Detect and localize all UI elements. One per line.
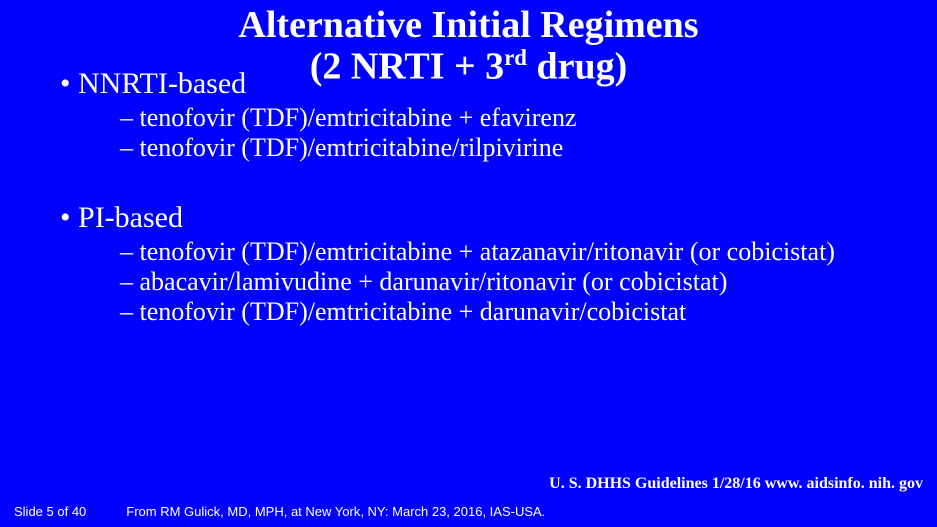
- footer: Slide 5 of 40 From RM Gulick, MD, MPH, a…: [0, 504, 937, 519]
- citation: From RM Gulick, MD, MPH, at New York, NY…: [126, 504, 545, 519]
- list-item: tenofovir (TDF)/emtricitabine + efaviren…: [120, 103, 917, 133]
- list-item: tenofovir (TDF)/emtricitabine + darunavi…: [120, 297, 917, 327]
- list-item: tenofovir (TDF)/emtricitabine + atazanav…: [120, 237, 917, 267]
- list-item: abacavir/lamivudine + darunavir/ritonavi…: [120, 267, 917, 297]
- subtitle-pre: (2 NRTI + 3: [310, 46, 505, 88]
- reference-line: U. S. DHHS Guidelines 1/28/16 www. aidsi…: [549, 475, 923, 493]
- subtitle-sup: rd: [504, 45, 527, 70]
- slide-number: Slide 5 of 40: [14, 504, 86, 519]
- content: • NNRTI-based tenofovir (TDF)/emtricitab…: [0, 67, 937, 326]
- pi-list: tenofovir (TDF)/emtricitabine + atazanav…: [60, 237, 917, 327]
- list-item: tenofovir (TDF)/emtricitabine/rilpivirin…: [120, 133, 917, 163]
- title-line-1: Alternative Initial Regimens: [0, 6, 937, 46]
- section-heading-pi: • PI-based: [60, 201, 917, 235]
- nnrti-list: tenofovir (TDF)/emtricitabine + efaviren…: [60, 103, 917, 163]
- subtitle-post: drug): [527, 46, 627, 88]
